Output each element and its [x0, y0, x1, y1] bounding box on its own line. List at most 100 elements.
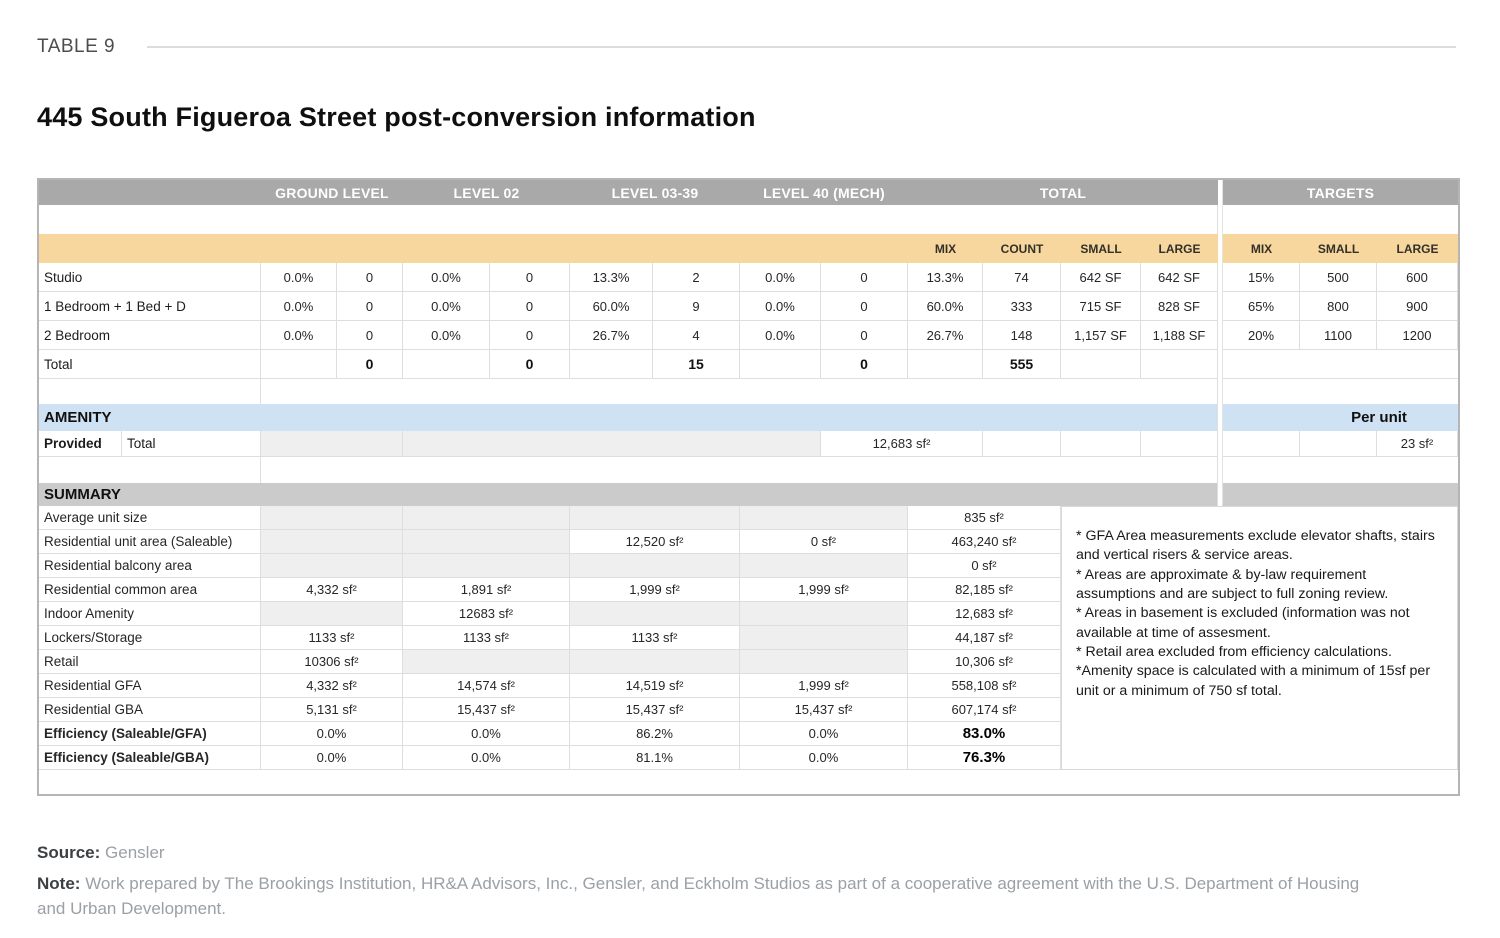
- source-value: Gensler: [105, 843, 165, 862]
- total-row-label: Total: [39, 350, 261, 379]
- unit-value-cell: 642 SF: [1061, 263, 1141, 292]
- summary-value-cell: [740, 554, 908, 578]
- total-value-cell: [403, 350, 490, 379]
- summary-value-cell: 1133 sf²: [403, 626, 570, 650]
- summary-row-label: Residential balcony area: [39, 554, 261, 578]
- unit-value-cell: 0: [490, 321, 570, 350]
- provided-empty: [1300, 431, 1377, 457]
- summary-value-cell: 558,108 sf²: [908, 674, 1061, 698]
- group-gap: [1218, 483, 1223, 506]
- summary-value-cell: 82,185 sf²: [908, 578, 1061, 602]
- level-header-40-mech: LEVEL 40 (MECH): [740, 180, 908, 205]
- unit-value-cell: 0.0%: [740, 263, 821, 292]
- unit-value-cell: 148: [983, 321, 1061, 350]
- summary-value-cell: 0 sf²: [740, 530, 908, 554]
- total-value-cell: 0: [821, 350, 908, 379]
- table-row: [39, 379, 1458, 404]
- table-row: [39, 205, 1458, 234]
- summary-value-cell: 15,437 sf²: [740, 698, 908, 722]
- sub-header-target-mix: MIX: [1223, 234, 1300, 263]
- unit-value-cell: 715 SF: [1061, 292, 1141, 321]
- table-row: Provided Total 12,683 sf² 23 sf²: [39, 431, 1458, 457]
- group-gap: [1218, 180, 1223, 205]
- spacer-cell: [1223, 205, 1458, 234]
- summary-value-cell: [403, 650, 570, 674]
- unit-value-cell: 0.0%: [403, 321, 490, 350]
- total-value-cell: [570, 350, 653, 379]
- sub-header-total-mix: MIX: [908, 234, 983, 263]
- unit-value-cell: 333: [983, 292, 1061, 321]
- total-value-cell: [1141, 350, 1218, 379]
- target-value-cell: 600: [1377, 263, 1458, 292]
- summary-value-cell: [570, 602, 740, 626]
- spacer-cell: [261, 379, 1218, 404]
- sub-header-total-count: COUNT: [983, 234, 1061, 263]
- unit-value-cell: 0.0%: [403, 292, 490, 321]
- unit-value-cell: 4: [653, 321, 740, 350]
- summary-value-cell: 1,999 sf²: [570, 578, 740, 602]
- unit-value-cell: 13.3%: [570, 263, 653, 292]
- table-row: [39, 457, 1458, 483]
- unit-value-cell: 0: [337, 292, 403, 321]
- table-row: Average unit size 835 sf² Residential unit…: [39, 506, 1458, 794]
- summary-value-cell: 12,520 sf²: [570, 530, 740, 554]
- unit-value-cell: 60.0%: [570, 292, 653, 321]
- unit-value-cell: 9: [653, 292, 740, 321]
- footnote-line: * Retail area excluded from efficiency c…: [1076, 643, 1392, 660]
- unit-value-cell: 0.0%: [740, 292, 821, 321]
- footnote-line: * Areas in basement is excluded (informa…: [1076, 605, 1410, 641]
- subheader-filler: [39, 234, 908, 263]
- unit-value-cell: 0: [490, 263, 570, 292]
- summary-value-cell: [570, 554, 740, 578]
- summary-value-cell: 607,174 sf²: [908, 698, 1061, 722]
- summary-value-cell: 463,240 sf²: [908, 530, 1061, 554]
- unit-value-cell: 0.0%: [261, 321, 337, 350]
- note-label: Note:: [37, 874, 81, 893]
- provided-filler-gray: [403, 431, 821, 457]
- group-gap: [1218, 234, 1223, 263]
- footnote-line: * GFA Area measurements exclude elevator…: [1076, 528, 1435, 564]
- summary-value-cell: [403, 554, 570, 578]
- sub-header-total-small: SMALL: [1061, 234, 1141, 263]
- unit-type-label: 1 Bedroom + 1 Bed + D: [39, 292, 261, 321]
- bottom-filler: [39, 770, 1061, 794]
- provided-empty: [1223, 431, 1300, 457]
- group-gap: [1218, 350, 1223, 379]
- unit-type-label: 2 Bedroom: [39, 321, 261, 350]
- summary-value-cell: 5,131 sf²: [261, 698, 403, 722]
- summary-value-cell: 15,437 sf²: [570, 698, 740, 722]
- per-unit-header: Per unit: [1300, 404, 1458, 431]
- summary-row-label: Residential GFA: [39, 674, 261, 698]
- provided-empty: [1061, 431, 1141, 457]
- summary-row-label: Efficiency (Saleable/GFA): [39, 722, 261, 746]
- summary-value-cell: 1,999 sf²: [740, 578, 908, 602]
- provided-total-label: Total: [122, 431, 261, 457]
- table-row: SUMMARY: [39, 483, 1458, 506]
- summary-value-cell: [570, 650, 740, 674]
- summary-value-cell: [570, 506, 740, 530]
- note-line: Note: Work prepared by The Brookings Ins…: [37, 872, 1377, 922]
- unit-value-cell: 0: [821, 263, 908, 292]
- level-header-targets: TARGETS: [1223, 180, 1458, 205]
- summary-value-cell: 83.0%: [908, 722, 1061, 746]
- summary-value-cell: 835 sf²: [908, 506, 1061, 530]
- target-value-cell: 20%: [1223, 321, 1300, 350]
- table-number-label: TABLE 9: [37, 36, 116, 57]
- spacer-cell: [261, 457, 1218, 483]
- provided-empty: [983, 431, 1061, 457]
- summary-value-cell: [403, 506, 570, 530]
- header-corner: [39, 180, 261, 205]
- target-value-cell: 1100: [1300, 321, 1377, 350]
- summary-row-label: Retail: [39, 650, 261, 674]
- unit-value-cell: 26.7%: [908, 321, 983, 350]
- summary-row-label: Indoor Amenity: [39, 602, 261, 626]
- unit-value-cell: 0.0%: [261, 263, 337, 292]
- conversion-table: GROUND LEVEL LEVEL 02 LEVEL 03-39 LEVEL 40 …: [37, 178, 1460, 796]
- unit-value-cell: 0: [821, 321, 908, 350]
- spacer-cell: [1223, 457, 1458, 483]
- unit-value-cell: 0: [337, 321, 403, 350]
- level-header-02: LEVEL 02: [403, 180, 570, 205]
- unit-value-cell: 1,157 SF: [1061, 321, 1141, 350]
- summary-value-cell: [740, 602, 908, 626]
- amenity-blue-filler: [1223, 404, 1300, 431]
